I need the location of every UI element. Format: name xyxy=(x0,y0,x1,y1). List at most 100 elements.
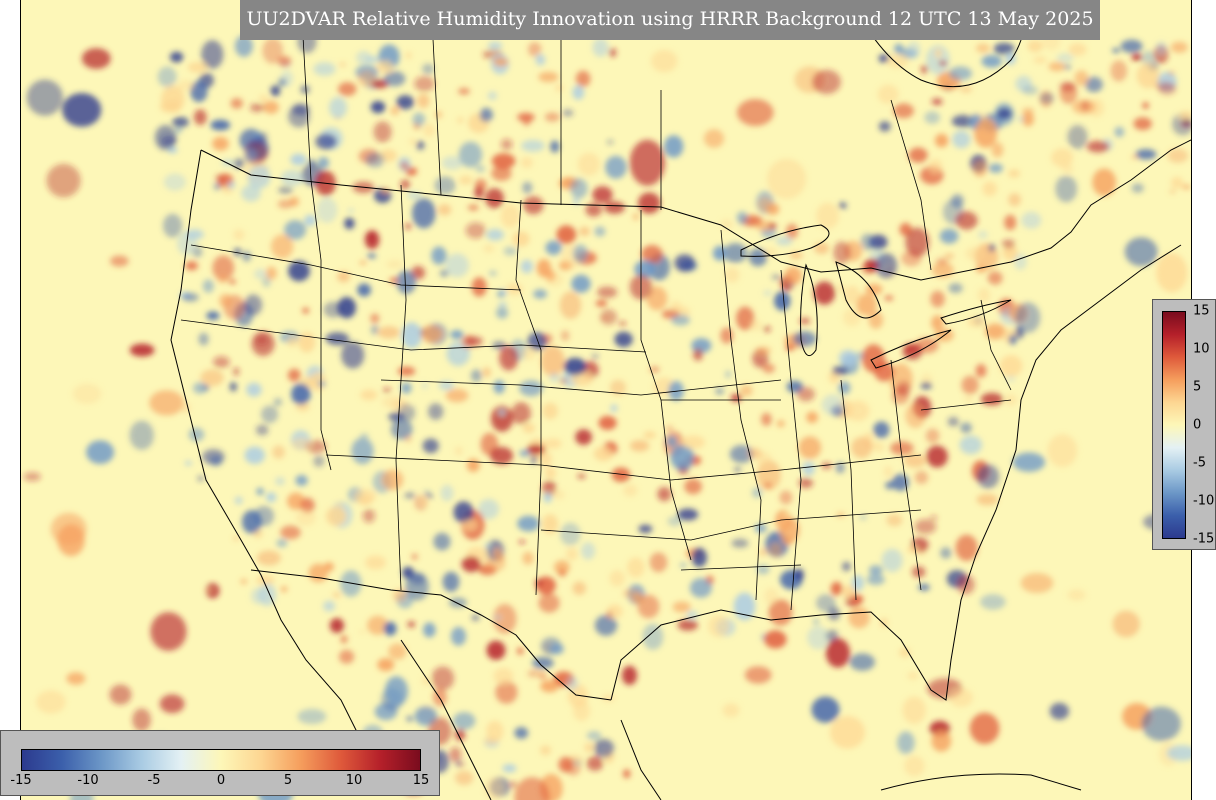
anomaly-blob xyxy=(610,379,626,396)
anomaly-blob xyxy=(1039,92,1054,104)
anomaly-blob xyxy=(212,255,235,281)
anomaly-blob xyxy=(747,447,762,459)
anomaly-blob xyxy=(707,614,730,638)
anomaly-blob xyxy=(838,381,851,395)
anomaly-blob xyxy=(905,403,926,429)
anomaly-blob xyxy=(814,242,830,254)
vcb-tick-label: -5 xyxy=(1193,455,1206,471)
anomaly-blob xyxy=(262,276,271,288)
anomaly-blob xyxy=(977,287,991,304)
anomaly-blob xyxy=(836,512,846,518)
anomaly-blob xyxy=(197,475,204,482)
anomaly-blob xyxy=(667,516,682,527)
anomaly-blob xyxy=(228,279,237,285)
anomaly-blob xyxy=(364,230,380,250)
anomaly-blob xyxy=(536,259,552,278)
anomaly-blob xyxy=(744,666,772,684)
anomaly-blob xyxy=(540,345,565,377)
anomaly-blob xyxy=(458,141,483,168)
anomaly-blob xyxy=(1112,48,1120,53)
anomaly-blob xyxy=(265,492,277,503)
anomaly-blob xyxy=(288,105,310,128)
anomaly-blob xyxy=(277,199,293,209)
anomaly-blob xyxy=(535,54,546,66)
anomaly-blob xyxy=(438,380,455,391)
anomaly-blob xyxy=(538,71,559,83)
anomaly-blob xyxy=(192,246,203,258)
anomaly-blob xyxy=(498,301,508,307)
anomaly-blob xyxy=(755,220,777,232)
anomaly-blob xyxy=(323,301,343,318)
anomaly-blob xyxy=(280,169,305,187)
anomaly-blob xyxy=(357,70,377,87)
anomaly-blob xyxy=(217,274,229,284)
anomaly-blob xyxy=(572,197,580,206)
anomaly-blob xyxy=(129,343,155,357)
anomaly-blob xyxy=(670,444,695,471)
anomaly-blob xyxy=(1136,62,1160,89)
anomaly-blob xyxy=(445,388,469,403)
anomaly-blob xyxy=(584,742,594,753)
anomaly-blob xyxy=(761,412,772,426)
anomaly-blob xyxy=(609,48,617,58)
vertical-colorbar: 15 10 5 0 -5 -10 -15 xyxy=(1152,299,1216,550)
anomaly-blob xyxy=(997,107,1012,120)
anomaly-blob xyxy=(517,515,540,532)
anomaly-blob xyxy=(908,147,928,163)
anomaly-blob xyxy=(495,553,505,562)
anomaly-blob xyxy=(461,519,478,531)
anomaly-blob xyxy=(396,270,417,294)
anomaly-blob xyxy=(575,429,592,445)
anomaly-blob xyxy=(234,35,253,57)
anomaly-blob xyxy=(389,277,399,284)
anomaly-blob xyxy=(680,562,687,568)
anomaly-blob xyxy=(414,706,438,726)
anomaly-blob xyxy=(434,176,456,195)
anomaly-blob xyxy=(1067,125,1088,149)
anomaly-blob xyxy=(993,42,1015,55)
anomaly-blob xyxy=(925,428,940,444)
anomaly-blob xyxy=(1022,111,1034,127)
anomaly-blob xyxy=(234,496,243,505)
anomaly-blob xyxy=(493,667,514,685)
anomaly-blob xyxy=(821,394,845,416)
anomaly-blob xyxy=(779,490,793,505)
anomaly-blob xyxy=(813,618,820,625)
anomaly-blob xyxy=(227,181,236,189)
anomaly-blob xyxy=(491,405,513,432)
anomaly-blob xyxy=(807,626,830,650)
anomaly-blob xyxy=(193,109,207,126)
anomaly-blob xyxy=(400,161,409,170)
anomaly-blob xyxy=(763,326,771,332)
anomaly-blob xyxy=(1059,82,1078,104)
anomaly-blob xyxy=(595,300,608,307)
anomaly-blob xyxy=(672,601,691,613)
anomaly-blob xyxy=(467,204,479,211)
anomaly-blob xyxy=(485,188,504,209)
anomaly-blob xyxy=(454,728,466,741)
anomaly-blob xyxy=(459,175,473,185)
anomaly-blob xyxy=(538,451,553,468)
anomaly-blob xyxy=(629,440,650,452)
anomaly-blob xyxy=(691,547,707,568)
anomaly-blob xyxy=(417,93,430,109)
anomaly-blob xyxy=(965,246,984,261)
map-canvas xyxy=(20,0,1192,800)
anomaly-blob xyxy=(271,234,294,259)
anomaly-blob xyxy=(517,112,535,122)
anomaly-blob xyxy=(287,492,305,510)
anomaly-blob xyxy=(404,492,416,499)
anomaly-blob xyxy=(868,565,883,576)
anomaly-blob xyxy=(921,65,928,74)
anomaly-blob xyxy=(1167,148,1189,163)
anomaly-blob xyxy=(928,158,943,174)
anomaly-blob xyxy=(50,512,87,546)
anomaly-blob xyxy=(1002,245,1018,261)
anomaly-blob xyxy=(556,225,577,244)
anomaly-blob xyxy=(163,213,183,238)
anomaly-blob xyxy=(724,267,740,283)
anomaly-blob xyxy=(258,94,269,102)
anomaly-blob xyxy=(295,509,316,526)
anomaly-blob xyxy=(177,79,194,91)
anomaly-blob xyxy=(762,363,775,374)
